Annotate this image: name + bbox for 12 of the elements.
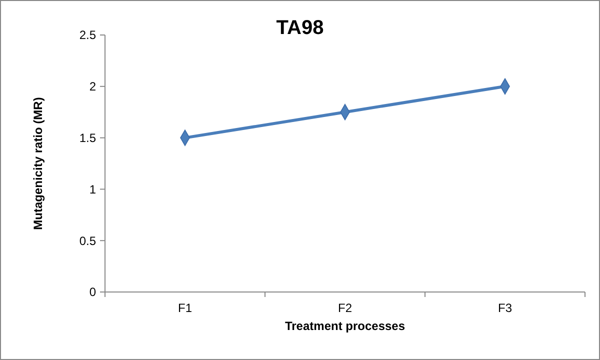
y-tick-label: 2.5 (79, 28, 96, 42)
y-tick-label: 1 (89, 182, 96, 196)
y-tick-label: 2 (89, 80, 96, 94)
x-tick-label: F2 (338, 301, 352, 315)
y-tick-label: 0 (89, 285, 96, 300)
chart-title: TA98 (276, 17, 324, 39)
x-tick-label: F3 (498, 301, 512, 315)
y-tick-label: 0.5 (79, 234, 96, 248)
x-tick-label: F1 (178, 301, 192, 315)
y-tick-label: 1.5 (79, 131, 96, 145)
x-axis-title: Treatment processes (284, 319, 406, 333)
y-axis-title: Mutagenicity ratio (MR) (31, 97, 45, 230)
